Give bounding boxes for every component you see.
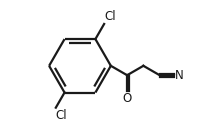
Text: Cl: Cl bbox=[104, 10, 116, 23]
Text: O: O bbox=[122, 92, 132, 105]
Text: N: N bbox=[175, 69, 184, 82]
Text: Cl: Cl bbox=[56, 109, 67, 122]
